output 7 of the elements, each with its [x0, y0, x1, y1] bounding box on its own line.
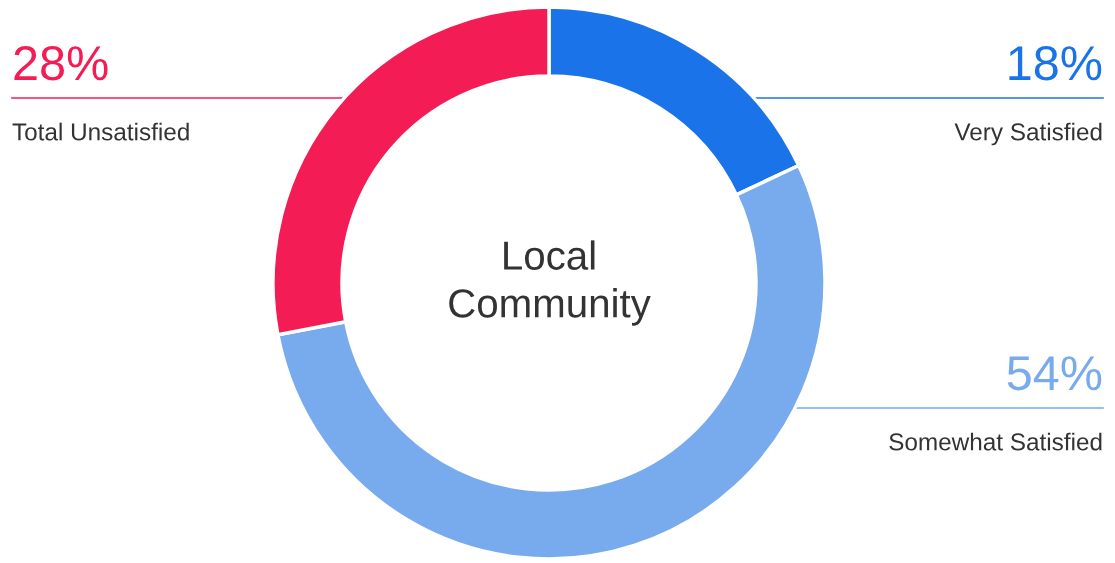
slice-label: Somewhat Satisfied: [889, 432, 1102, 451]
data-label: 54%: [1007, 356, 1102, 391]
data-label: 28%: [14, 45, 108, 81]
slice-label: Very Satisfied: [954, 122, 1102, 146]
text: Local Community: [449, 240, 651, 326]
slice-label: Total Unsatisfied: [12, 122, 189, 141]
data-label: 18%: [1009, 45, 1102, 81]
